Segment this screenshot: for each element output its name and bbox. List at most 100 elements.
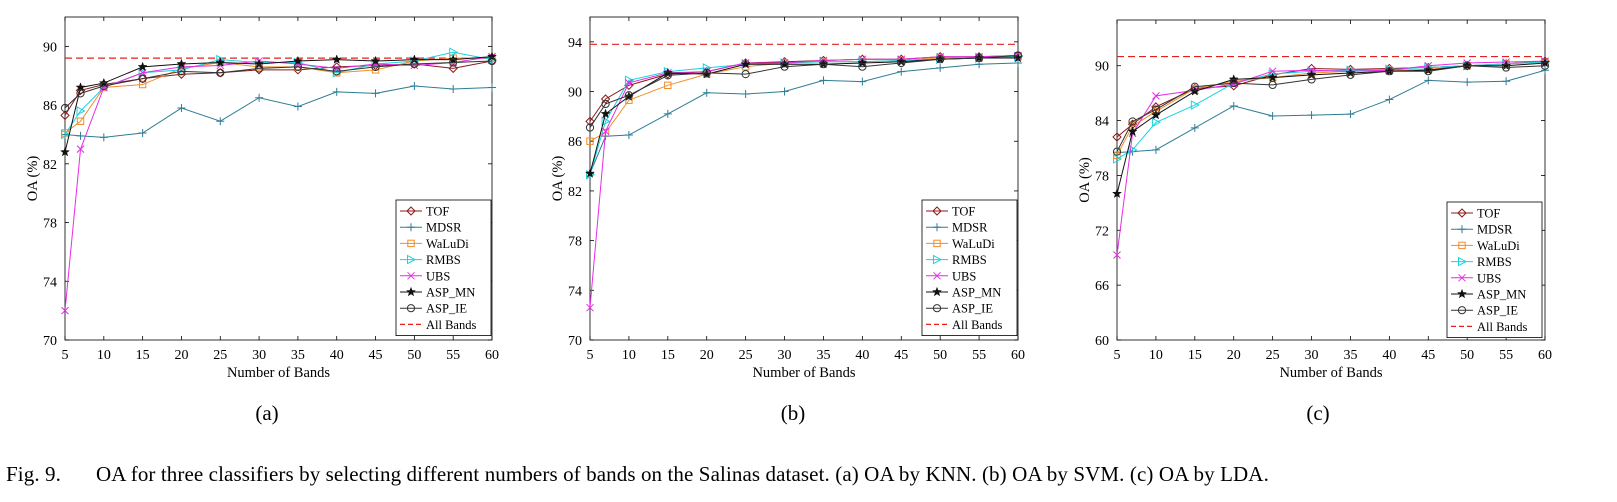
data-point xyxy=(1540,61,1550,70)
data-point xyxy=(1113,251,1121,259)
data-point xyxy=(1541,66,1549,75)
data-point xyxy=(1268,112,1277,120)
data-point xyxy=(1190,123,1199,132)
legend-marker xyxy=(406,206,416,216)
data-point xyxy=(410,59,419,69)
data-point xyxy=(897,58,906,68)
y-tick-label: 86 xyxy=(568,135,582,150)
data-point xyxy=(254,64,264,73)
data-point xyxy=(1424,76,1433,85)
legend-label: All Bands xyxy=(426,318,476,332)
data-point xyxy=(624,91,634,100)
figure-label: Fig. 9. xyxy=(6,462,61,486)
y-tick-label: 70 xyxy=(43,334,57,349)
x-tick-label: 40 xyxy=(330,348,344,363)
legend-label: MDSR xyxy=(426,221,462,235)
data-point xyxy=(138,80,147,89)
data-point xyxy=(1128,144,1138,155)
data-point xyxy=(332,67,341,76)
data-point xyxy=(410,82,419,91)
data-point xyxy=(1306,69,1317,80)
data-point xyxy=(76,106,86,116)
y-tick-label: 82 xyxy=(43,158,57,173)
data-point xyxy=(76,89,85,98)
legend-marker xyxy=(406,304,416,313)
legend-marker xyxy=(931,286,943,297)
data-point xyxy=(1190,82,1199,91)
data-point xyxy=(449,84,458,93)
legend: TOF MDSR WaLuDi RMBS UBS ASP_MN ASP_IE All Band… xyxy=(921,199,1018,337)
data-point xyxy=(371,62,380,72)
series-mdsr xyxy=(61,82,496,142)
data-point xyxy=(584,168,596,178)
series-line xyxy=(1116,65,1546,152)
data-point xyxy=(99,81,108,91)
legend-label: ASP_IE xyxy=(1477,304,1518,318)
subfigure-label: (b) xyxy=(781,401,806,425)
data-point xyxy=(215,57,226,67)
legend-box xyxy=(1446,201,1543,339)
data-point xyxy=(255,93,264,102)
x-tick-label: 20 xyxy=(174,348,188,363)
x-tick-label: 45 xyxy=(1421,348,1435,363)
series-asp-ie xyxy=(60,56,497,113)
data-point xyxy=(371,89,380,98)
legend-label: WaLuDi xyxy=(952,237,995,251)
series-line xyxy=(589,55,1019,128)
subfigure-label: (a) xyxy=(255,401,278,425)
data-point xyxy=(331,54,342,64)
data-point xyxy=(585,116,595,127)
data-point xyxy=(1112,132,1122,142)
data-point xyxy=(216,61,225,70)
data-point xyxy=(449,58,458,67)
x-tick-label: 30 xyxy=(778,348,792,363)
data-point xyxy=(663,71,672,80)
data-point xyxy=(1307,75,1316,84)
y-tick-label: 66 xyxy=(1095,279,1109,294)
y-axis-label: OA (%) xyxy=(1077,157,1093,203)
legend-label: ASP_MN xyxy=(952,286,1001,300)
x-tick-label: 35 xyxy=(1343,348,1357,363)
legend-label: MDSR xyxy=(952,221,988,235)
data-point xyxy=(61,306,69,315)
data-point xyxy=(663,109,672,118)
x-axis-label: Number of Bands xyxy=(227,365,330,381)
data-point xyxy=(664,81,672,90)
legend-label: WaLuDi xyxy=(426,237,469,251)
y-tick-label: 74 xyxy=(568,284,582,299)
data-point xyxy=(1268,80,1277,90)
legend-marker xyxy=(407,239,415,248)
y-tick-label: 78 xyxy=(568,235,582,250)
x-tick-label: 55 xyxy=(446,348,460,363)
legend-label: MDSR xyxy=(1477,223,1513,237)
caption-text: OA for three classifiers by selecting di… xyxy=(96,462,1269,486)
legend: TOF MDSR WaLuDi RMBS UBS ASP_MN ASP_IE All Band… xyxy=(1446,201,1543,339)
data-point xyxy=(1128,117,1137,126)
legend-label: All Bands xyxy=(1477,320,1527,334)
legend-label: UBS xyxy=(426,269,450,283)
data-point xyxy=(216,117,225,126)
x-tick-label: 25 xyxy=(213,348,227,363)
data-point xyxy=(76,117,85,125)
data-point xyxy=(702,68,711,78)
data-point xyxy=(1151,105,1161,114)
data-point xyxy=(449,47,459,58)
legend-label: ASP_IE xyxy=(952,302,993,316)
data-point xyxy=(625,78,633,87)
data-point xyxy=(177,67,186,76)
legend-label: TOF xyxy=(426,205,449,219)
data-point xyxy=(601,99,610,109)
x-tick-label: 10 xyxy=(1149,348,1163,363)
y-tick-label: 90 xyxy=(1095,60,1109,75)
data-point xyxy=(216,68,225,77)
legend-marker xyxy=(1458,256,1468,267)
subfigure-label: (c) xyxy=(1306,401,1329,425)
data-point xyxy=(59,146,71,157)
legend-marker xyxy=(933,239,941,248)
data-point xyxy=(1463,61,1472,70)
data-point xyxy=(601,116,611,127)
data-point xyxy=(1229,78,1238,88)
legend: TOF MDSR WaLuDi RMBS UBS ASP_MN ASP_IE All Band… xyxy=(395,199,492,337)
legend-marker xyxy=(1458,225,1466,234)
data-point xyxy=(1229,101,1238,110)
